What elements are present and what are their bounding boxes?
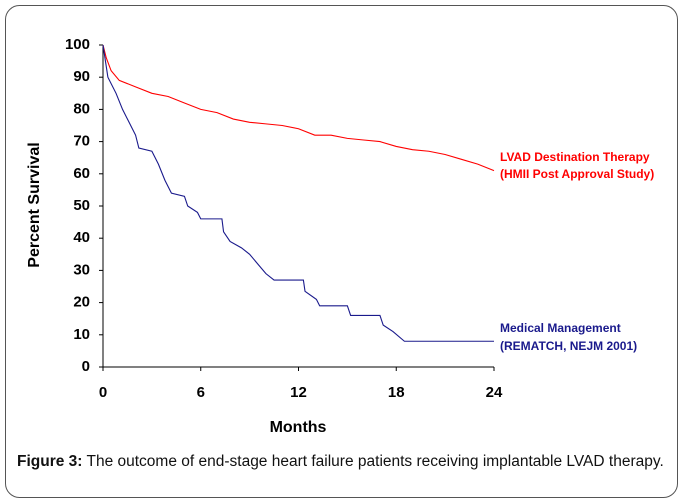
survival-line	[102, 44, 495, 172]
y-axis-label: Percent Survival	[26, 142, 43, 267]
caption-text: The outcome of end-stage heart failure p…	[86, 453, 664, 470]
y-tick-label: 40	[73, 229, 90, 246]
caption: Figure 3: The outcome of end-stage heart…	[17, 450, 665, 473]
series-label: LVAD Destination Therapy	[500, 150, 650, 164]
caption-label: Figure 3:	[17, 453, 83, 470]
y-tick-label: 0	[82, 358, 90, 375]
x-tick-label: 0	[99, 384, 107, 401]
y-tick-label: 80	[73, 100, 90, 117]
x-tick-label: 6	[197, 384, 205, 401]
y-tick-label: 100	[65, 36, 90, 53]
series-sublabel: (HMII Post Approval Study)	[500, 167, 654, 181]
series-label: Medical Management	[500, 321, 621, 335]
y-tick-label: 50	[73, 197, 90, 214]
x-axis-label: Months	[270, 419, 327, 436]
y-tick-label: 20	[73, 294, 90, 311]
y-tick-label: 70	[73, 133, 90, 150]
y-tick-label: 10	[73, 326, 90, 343]
x-tick-label: 18	[388, 384, 405, 401]
y-tick-label: 60	[73, 165, 90, 182]
x-tick-label: 24	[486, 384, 503, 401]
y-tick-label: 30	[73, 261, 90, 278]
x-tick-label: 12	[290, 384, 307, 401]
frame	[5, 5, 678, 498]
survival-line	[102, 44, 494, 342]
series-sublabel: (REMATCH, NEJM 2001)	[500, 339, 637, 353]
y-tick-label: 90	[73, 68, 90, 85]
